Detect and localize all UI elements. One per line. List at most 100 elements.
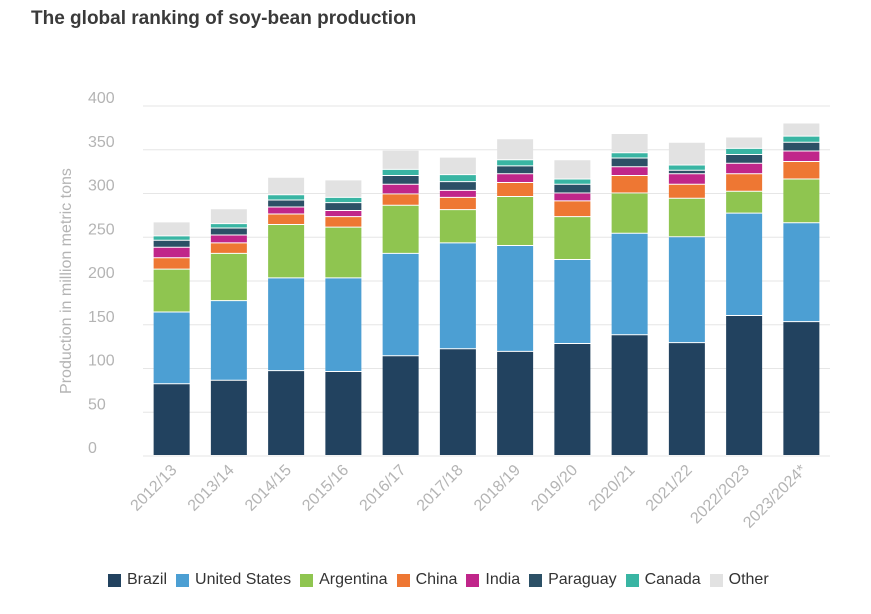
legend-swatch (709, 573, 723, 587)
bar-segment-argentina (325, 227, 362, 278)
legend-item: Argentina (300, 571, 388, 589)
bar-segment-other (439, 157, 476, 175)
bar-segment-india (611, 167, 648, 175)
bar-segment-paraguay (210, 228, 247, 235)
bar-segment-united-states (783, 223, 820, 322)
bar-segment-paraguay (153, 240, 190, 247)
legend-item: India (466, 571, 520, 589)
bar-segment-other (268, 177, 305, 195)
y-tick-label: 200 (88, 265, 115, 282)
bar-segment-canada (268, 195, 305, 200)
bar-segment-canada (439, 175, 476, 182)
x-tick-label: 2016/17 (357, 462, 410, 515)
bar-segment-brazil (382, 356, 419, 455)
bar-segment-china (783, 162, 820, 179)
bar-segment-china (668, 184, 705, 198)
bar-segment-canada (611, 153, 648, 158)
y-tick-label: 350 (88, 134, 115, 151)
bar-segment-other (726, 137, 763, 148)
bar-segment-paraguay (611, 158, 648, 167)
legend-swatch (108, 573, 121, 587)
bar-segment-united-states (153, 312, 190, 384)
legend-label: China (415, 571, 458, 588)
legend-swatch (625, 573, 639, 587)
bar-segment-united-states (554, 260, 591, 343)
legend-item: Paraguay (529, 571, 617, 589)
bar-segment-other (325, 180, 362, 197)
bar-segment-brazil (325, 372, 362, 455)
bar-segment-other (153, 222, 190, 236)
bar-segment-india (382, 184, 419, 194)
bar-segment-canada (783, 136, 820, 142)
bar-segment-argentina (268, 225, 305, 278)
legend-item: Other (709, 571, 769, 589)
bar-segment-brazil (439, 349, 476, 455)
bar-segment-india (497, 174, 534, 182)
bar-segment-india (783, 151, 820, 161)
bar-segment-canada (153, 236, 190, 240)
y-tick-label: 50 (88, 396, 106, 413)
bar-segment-canada (726, 148, 763, 154)
bar-segment-other (554, 160, 591, 179)
x-tick-label: 2021/22 (643, 462, 696, 515)
legend-item: China (396, 571, 458, 589)
bar-segment-other (210, 209, 247, 224)
bar-segment-china (382, 194, 419, 205)
y-tick-label: 250 (88, 221, 115, 238)
bar-segment-canada (497, 160, 534, 166)
bar-segment-brazil (783, 322, 820, 455)
bar-segment-paraguay (382, 176, 419, 184)
bar-segment-brazil (268, 371, 305, 455)
x-tick-label: 2020/21 (586, 462, 639, 515)
bar-segment-india (153, 247, 190, 258)
bar-segment-united-states (611, 233, 648, 335)
x-tick-label: 2017/18 (414, 462, 467, 515)
legend-label: Canada (644, 571, 701, 588)
bar-segment-brazil (497, 351, 534, 455)
bar-segment-paraguay (726, 155, 763, 163)
bar-segment-argentina (153, 269, 190, 312)
bar-segment-united-states (325, 278, 362, 371)
legend-swatch (396, 573, 410, 587)
bar-segment-other (783, 123, 820, 136)
bar-segment-india (726, 163, 763, 174)
bar-segment-other (382, 150, 419, 169)
bar-segment-argentina (382, 205, 419, 253)
bar-segment-india (668, 174, 705, 184)
bar-segment-other (497, 139, 534, 160)
bar-segment-india (210, 235, 247, 243)
bar-segment-brazil (210, 380, 247, 455)
bar-segment-argentina (726, 191, 763, 213)
bar-segment-argentina (497, 197, 534, 245)
bar-segment-china (210, 243, 247, 253)
legend-swatch (529, 573, 543, 587)
bar-segment-brazil (153, 384, 190, 455)
legend-swatch (176, 573, 190, 587)
bar-segment-united-states (210, 301, 247, 380)
bar-segment-india (268, 207, 305, 214)
bar-segment-paraguay (668, 170, 705, 174)
bar-segment-united-states (726, 213, 763, 315)
bar-segment-paraguay (783, 142, 820, 151)
bar-segment-united-states (497, 246, 534, 351)
chart-legend: Brazil United States Argentina China India Pa… (108, 571, 778, 589)
legend-label: Paraguay (548, 571, 617, 588)
bar-segment-paraguay (439, 182, 476, 190)
bar-segment-brazil (726, 316, 763, 455)
y-tick-label: 300 (88, 178, 115, 195)
bar-segment-paraguay (554, 184, 591, 193)
bar-segment-argentina (554, 217, 591, 259)
bar-segment-paraguay (497, 166, 534, 174)
x-tick-label: 2019/20 (528, 462, 581, 515)
legend-label: Argentina (319, 571, 388, 588)
legend-label: Other (728, 571, 769, 588)
bar-segment-other (668, 142, 705, 165)
bar-segment-china (325, 217, 362, 227)
bar-segment-argentina (210, 253, 247, 301)
y-axis-title: Production in million metric tons (58, 168, 75, 394)
chart-title: The global ranking of soy-bean productio… (31, 8, 417, 29)
bar-segment-china (268, 214, 305, 224)
legend-swatch (466, 573, 480, 587)
bar-segment-united-states (382, 253, 419, 356)
bar-segment-china (497, 183, 534, 196)
